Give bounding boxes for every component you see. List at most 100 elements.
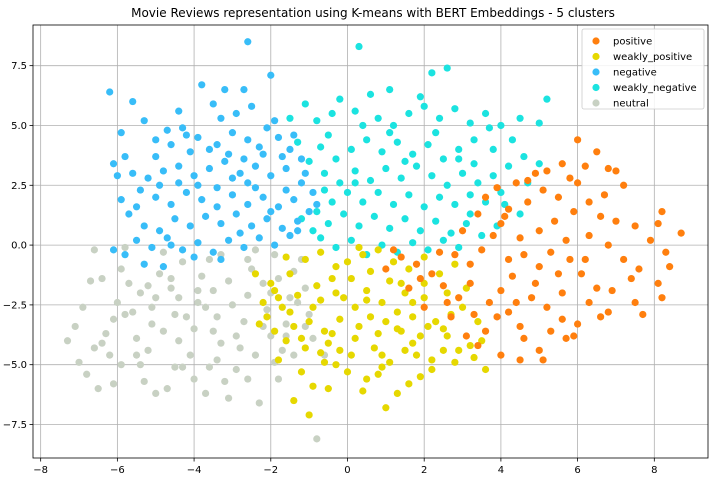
data-point xyxy=(217,219,225,228)
data-point xyxy=(539,356,547,364)
data-point xyxy=(535,160,543,168)
data-point xyxy=(286,145,294,153)
data-point xyxy=(535,346,543,354)
data-point xyxy=(351,334,359,342)
data-point xyxy=(359,251,367,259)
data-point xyxy=(416,332,424,340)
data-point xyxy=(159,248,167,256)
data-point xyxy=(347,351,355,359)
data-point xyxy=(531,279,540,287)
data-point xyxy=(428,356,436,364)
data-point xyxy=(574,179,582,187)
data-point xyxy=(290,396,298,405)
data-point xyxy=(309,188,317,197)
data-point xyxy=(347,274,355,283)
data-point xyxy=(363,136,371,144)
data-point xyxy=(274,375,283,383)
data-point xyxy=(248,222,256,230)
data-point xyxy=(282,164,290,173)
data-point xyxy=(336,315,344,323)
data-point xyxy=(378,363,386,371)
data-point xyxy=(662,248,670,256)
data-point xyxy=(129,308,137,316)
data-point xyxy=(263,313,271,321)
data-point xyxy=(428,365,436,374)
data-point xyxy=(201,389,210,398)
data-point xyxy=(409,339,417,347)
data-point xyxy=(340,294,348,302)
data-point xyxy=(508,272,517,280)
data-point xyxy=(83,370,91,378)
data-point xyxy=(401,215,409,223)
data-point xyxy=(405,284,413,292)
data-point xyxy=(412,351,421,359)
data-point xyxy=(504,205,513,213)
data-point xyxy=(382,404,390,412)
data-point xyxy=(167,141,175,149)
y-tick-label: 7.5 xyxy=(11,61,27,72)
data-point xyxy=(213,313,221,321)
data-point xyxy=(420,102,428,110)
data-point xyxy=(194,298,202,307)
data-point xyxy=(351,303,359,311)
series-neutral xyxy=(63,243,329,443)
data-point xyxy=(581,255,589,264)
data-point xyxy=(585,198,593,206)
data-point xyxy=(274,356,283,364)
data-point xyxy=(255,234,263,242)
axis-ticks: −8 −6 −4 −2 0 2 4 6 8 −7.5 −5.0 −2.5 0.0 2.5 5.0 7.5 xyxy=(3,61,658,476)
data-point xyxy=(148,303,156,311)
data-point xyxy=(190,375,198,383)
data-point xyxy=(213,203,221,211)
data-point xyxy=(481,193,490,201)
data-point xyxy=(397,253,405,261)
data-point xyxy=(290,131,298,139)
data-point xyxy=(178,124,187,132)
data-point xyxy=(462,332,470,340)
data-point xyxy=(374,330,382,338)
data-point xyxy=(155,270,164,278)
data-point xyxy=(228,191,237,199)
data-point xyxy=(309,382,317,390)
data-point xyxy=(397,174,405,182)
data-point xyxy=(393,138,401,146)
data-point xyxy=(508,136,517,144)
data-point xyxy=(558,289,566,297)
data-point xyxy=(351,167,359,175)
data-point xyxy=(416,227,424,235)
data-point xyxy=(332,289,340,297)
data-point xyxy=(677,229,685,237)
data-point xyxy=(535,263,543,271)
data-point xyxy=(355,222,363,230)
data-point xyxy=(259,193,267,201)
legend-label: neutral xyxy=(613,99,649,110)
data-point xyxy=(478,337,486,345)
data-point xyxy=(301,100,309,108)
data-point xyxy=(205,145,214,153)
x-tick-label: −2 xyxy=(263,465,278,476)
data-point xyxy=(240,318,248,326)
data-point xyxy=(585,231,593,240)
data-point xyxy=(290,322,298,331)
data-point xyxy=(520,334,528,342)
data-point xyxy=(313,282,321,290)
data-point xyxy=(474,341,482,350)
data-point xyxy=(405,380,413,388)
data-point xyxy=(132,236,141,244)
data-point xyxy=(451,358,459,366)
data-point xyxy=(416,93,424,101)
data-point xyxy=(309,227,317,235)
data-point xyxy=(248,265,256,273)
data-point xyxy=(278,303,286,311)
data-point xyxy=(478,246,486,254)
data-point xyxy=(167,284,175,292)
data-point xyxy=(213,141,221,149)
data-point xyxy=(478,231,486,240)
data-point xyxy=(420,279,428,287)
data-point xyxy=(420,294,428,302)
data-point xyxy=(271,251,279,259)
data-point xyxy=(355,42,363,51)
y-tick-label: 5.0 xyxy=(11,121,27,132)
data-point xyxy=(117,265,125,273)
